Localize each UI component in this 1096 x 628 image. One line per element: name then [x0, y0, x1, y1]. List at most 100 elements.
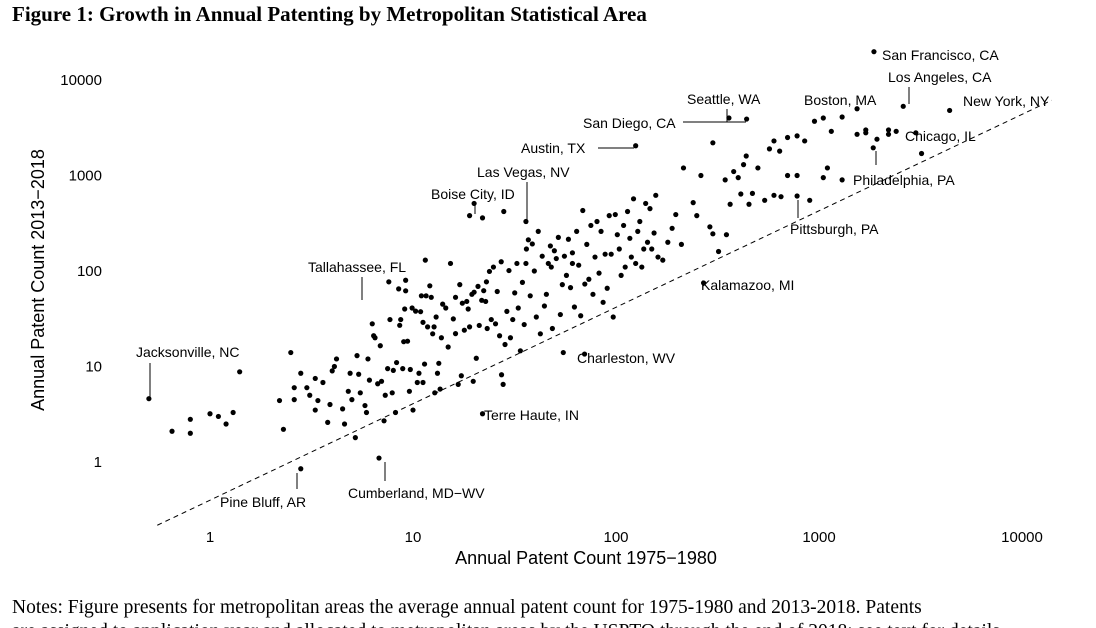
- data-point: [315, 397, 321, 404]
- data-point: [381, 418, 387, 424]
- data-point: [639, 264, 645, 270]
- data-point: [504, 308, 510, 314]
- data-point: [349, 397, 355, 403]
- labeled-point: [744, 116, 750, 122]
- data-point: [502, 341, 508, 348]
- data-point: [529, 241, 535, 247]
- data-point: [653, 192, 659, 198]
- data-point: [600, 299, 606, 305]
- data-point: [484, 325, 490, 332]
- data-point: [403, 277, 409, 283]
- data-point: [486, 268, 493, 275]
- data-point: [461, 327, 467, 333]
- data-point: [604, 285, 610, 291]
- data-point: [452, 294, 459, 300]
- data-point: [327, 401, 333, 408]
- data-point: [616, 246, 622, 252]
- data-point: [291, 385, 297, 391]
- data-point: [457, 282, 463, 288]
- points-layer: [169, 114, 925, 441]
- data-point: [400, 366, 406, 372]
- point-label: Cumberland, MD−WV: [348, 485, 485, 501]
- x-tick-label: 10000: [1001, 529, 1043, 546]
- data-point: [466, 213, 473, 219]
- data-point: [488, 316, 494, 323]
- data-point: [515, 305, 521, 311]
- data-point: [784, 172, 791, 179]
- data-point: [644, 239, 651, 245]
- data-point: [507, 335, 514, 341]
- labeled-point: [870, 145, 876, 151]
- data-point: [590, 291, 596, 297]
- data-point: [547, 243, 553, 249]
- data-point: [618, 272, 624, 278]
- data-point: [363, 409, 370, 416]
- data-point: [430, 331, 436, 337]
- data-point: [549, 325, 555, 332]
- data-point: [187, 416, 193, 422]
- data-point: [517, 348, 523, 354]
- data-point: [470, 378, 476, 384]
- data-point: [612, 211, 618, 218]
- data-point: [655, 254, 661, 260]
- data-point: [594, 218, 600, 225]
- data-point: [347, 370, 353, 376]
- scatter-plot: San Francisco, CA Los Angeles, CA New York…: [28, 47, 1052, 568]
- data-point: [673, 211, 679, 218]
- data-point: [365, 356, 371, 362]
- data-point: [423, 293, 429, 299]
- data-point: [458, 373, 464, 379]
- x-tick-label: 10: [405, 529, 422, 546]
- data-point: [608, 251, 614, 257]
- reference-line-layer: [157, 99, 1052, 526]
- labeled-point: [794, 193, 800, 199]
- data-point: [506, 267, 512, 274]
- point-label: Terre Haute, IN: [484, 407, 579, 423]
- data-point: [466, 324, 473, 330]
- data-point: [385, 366, 391, 372]
- data-point: [459, 300, 465, 306]
- data-point: [755, 165, 761, 171]
- point-label: Chicago, IL: [905, 128, 976, 144]
- data-point: [574, 228, 580, 234]
- data-point: [557, 311, 563, 318]
- data-point: [479, 297, 485, 303]
- labeled-point: [854, 106, 860, 112]
- data-point: [521, 321, 527, 328]
- x-tick-label: 1: [206, 529, 214, 546]
- data-point: [633, 260, 639, 267]
- data-point: [413, 308, 419, 314]
- data-point: [651, 230, 657, 236]
- data-point: [537, 331, 543, 337]
- data-point: [223, 421, 229, 427]
- data-point: [519, 279, 526, 285]
- data-point: [525, 237, 531, 243]
- data-point: [913, 130, 919, 136]
- data-point: [424, 324, 431, 330]
- data-point: [436, 360, 442, 366]
- data-point: [624, 208, 631, 215]
- point-label: Boston, MA: [804, 92, 877, 108]
- point-label: Tallahassee, FL: [308, 259, 406, 275]
- data-point: [389, 390, 395, 396]
- labeled-point: [633, 143, 639, 149]
- data-point: [169, 428, 175, 434]
- data-point: [584, 241, 590, 247]
- data-point: [680, 165, 687, 171]
- data-point: [366, 377, 373, 383]
- data-point: [559, 282, 565, 288]
- data-point: [622, 264, 628, 270]
- data-point: [452, 331, 459, 337]
- data-point: [643, 200, 649, 207]
- data-point: [407, 366, 413, 373]
- data-point: [475, 283, 481, 289]
- data-point: [592, 254, 598, 260]
- data-point: [541, 303, 548, 309]
- data-point: [417, 309, 424, 315]
- y-tick-label: 1: [94, 454, 102, 471]
- x-axis-label: Annual Patent Count 1975−1980: [455, 548, 717, 568]
- data-point: [207, 411, 213, 417]
- point-label: New York, NY: [963, 93, 1050, 109]
- data-point: [863, 130, 869, 136]
- y-tick-label: 100: [77, 263, 102, 280]
